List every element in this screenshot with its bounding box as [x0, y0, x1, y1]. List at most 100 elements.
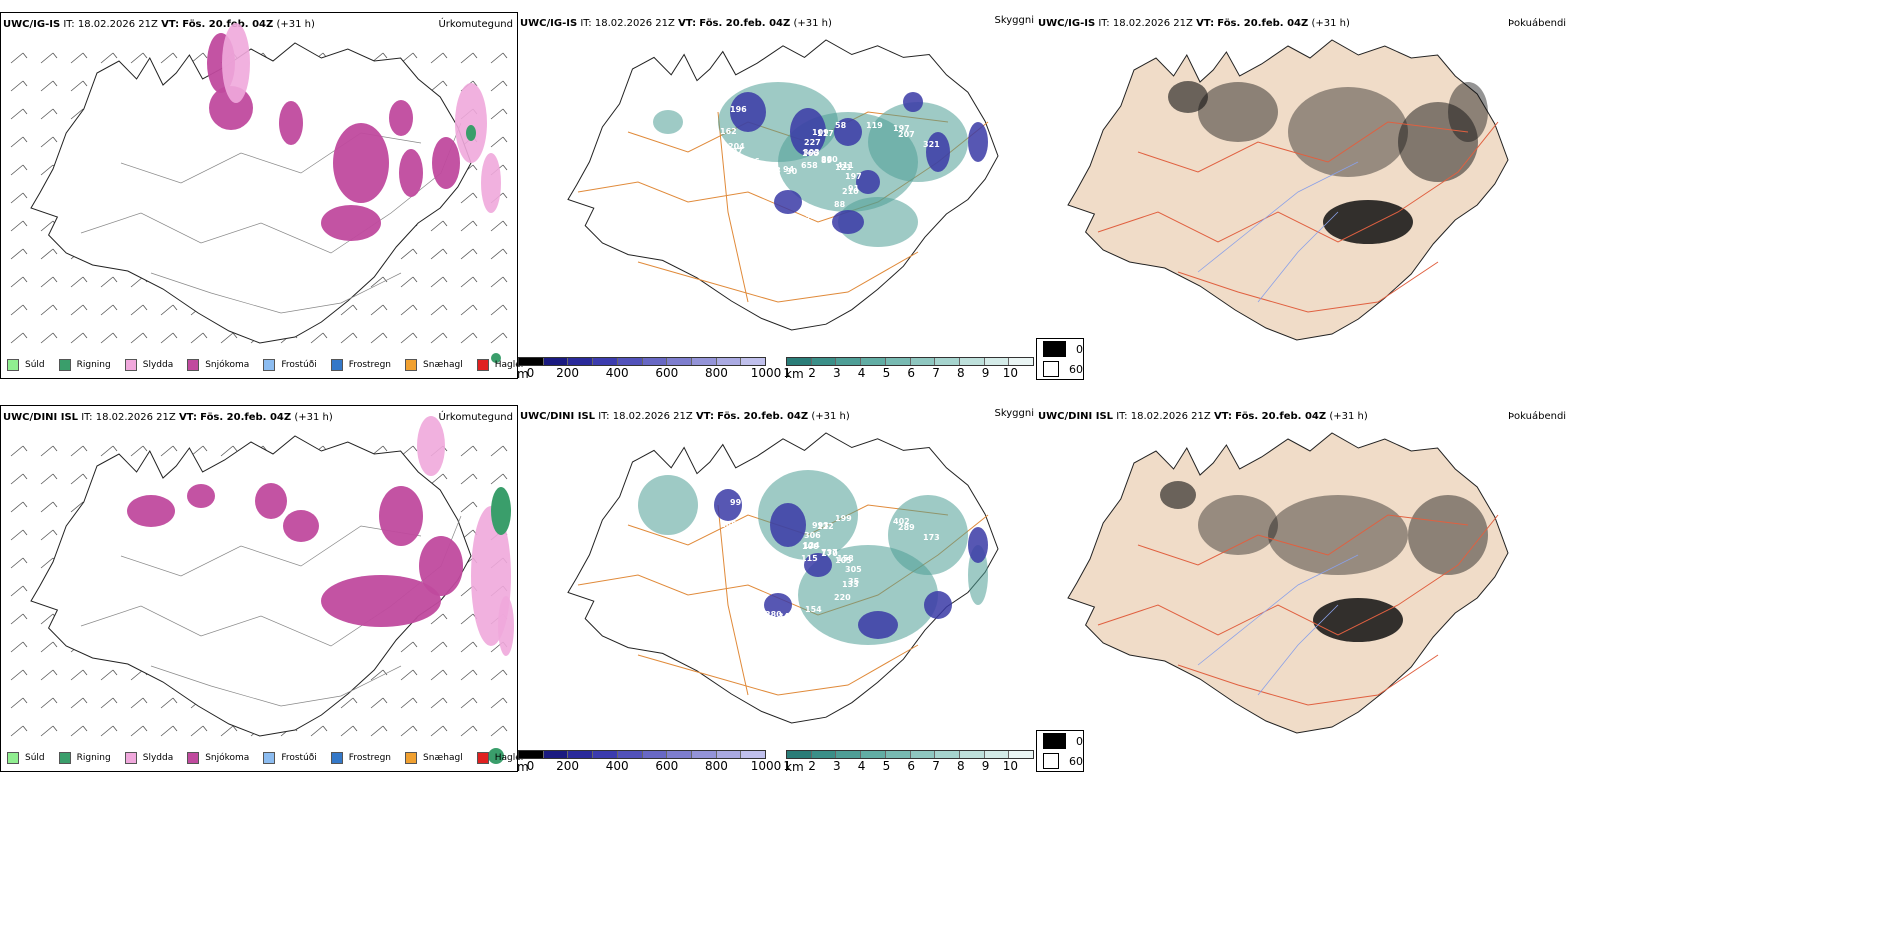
vt-label: VT: [678, 18, 697, 29]
wind-barb-icon [430, 725, 448, 737]
scale-tick-label: 6 [907, 366, 916, 380]
wind-barb-icon [430, 332, 448, 344]
road-network [1097, 514, 1499, 706]
wind-barb-icon [10, 164, 28, 176]
wind-barb-icon [10, 332, 28, 344]
scale-tick-label: 1 [783, 366, 792, 380]
fog-map [1067, 39, 1509, 341]
visibility-value-label: 166 [802, 149, 819, 158]
legend-swatch [58, 752, 71, 764]
precip-type-label: Úrkomutegund [438, 19, 513, 30]
wind-barb-icon [430, 697, 448, 709]
legend-label: Rigning [76, 360, 111, 370]
visibility-m-area [764, 593, 792, 617]
visibility-m-area [926, 132, 950, 172]
scale-tick-label: 3 [833, 366, 841, 380]
visibility-value-label: 280 [765, 610, 782, 619]
visibility-scale-m: 0 200 400 600 800 1000 m [517, 357, 781, 381]
visibility-value-label: 170 [821, 549, 838, 558]
visibility-value-label: 321 [923, 140, 940, 149]
precip-legend-item: Snæhagl [405, 752, 463, 764]
precip-map [10, 416, 514, 764]
legend-label: Slydda [142, 360, 174, 370]
wind-barb-icon [160, 445, 178, 457]
visibility-value-label: 737 [821, 548, 838, 557]
visibility-value-label: 88 [834, 200, 846, 209]
visibility-value-label: 344 [778, 612, 795, 621]
visibility-value-label: 220 [834, 593, 851, 602]
scale-tick-label: 600 [655, 759, 679, 773]
init-time: 18.02.2026 21Z [1130, 411, 1211, 422]
wind-barb-icon [70, 276, 88, 288]
scale-unit: km [785, 760, 804, 774]
wind-barb-icon [430, 248, 448, 260]
visibility-km-area [653, 110, 683, 134]
snowfall-area [389, 100, 413, 136]
it-label: IT: [598, 411, 610, 422]
legend-label: 60 [1069, 754, 1083, 768]
visibility-value-label: 120 [728, 535, 745, 544]
scale-cell [885, 751, 911, 758]
scale-tick-label: 1000 [750, 759, 782, 773]
wind-barb-icon [70, 332, 88, 344]
scale-tick-label: 400 [605, 366, 629, 380]
scale-ticks: 1 2 3 4 5 6 7 8 9 10 [783, 759, 1034, 773]
legend-label: 0 [1076, 342, 1083, 356]
scale-cell [984, 358, 1010, 365]
scale-tick-label: 400 [605, 759, 629, 773]
wind-barb-icon [370, 669, 388, 681]
visibility-value-label: 105 [835, 556, 852, 565]
fog-legend: 0 60 [1036, 730, 1084, 772]
scale-cell [885, 358, 911, 365]
scale-tick-label: 0 [526, 366, 535, 380]
scale-tick-label: 1000 [750, 366, 782, 380]
scale-cell [691, 751, 717, 758]
legend-label: Frostúði [281, 360, 317, 370]
visibility-value-label: 402 [893, 517, 910, 526]
fog-indicator-area [1408, 495, 1488, 575]
wind-barb-icon [370, 276, 388, 288]
rain-area [466, 125, 476, 141]
legend-label: Haglél [494, 753, 524, 763]
wind-barb-icon [10, 725, 28, 737]
scale-cell [543, 751, 569, 758]
scale-color-bar [518, 357, 766, 366]
scale-cell [811, 358, 837, 365]
legend-swatch [405, 359, 418, 371]
wind-barb-icon [70, 473, 88, 485]
valid-time: Fös. 20.feb. 04Z [1235, 411, 1327, 422]
lead-time: (+31 h) [294, 412, 333, 423]
wind-barb-icon [130, 445, 148, 457]
visibility-m-area [903, 92, 923, 112]
wind-barb-icon [70, 725, 88, 737]
scale-unit: m [517, 367, 529, 381]
visibility-scale-km: 1 2 3 4 5 6 7 8 9 10 km [783, 750, 1034, 774]
legend-swatch [405, 752, 418, 764]
scale-cell [811, 751, 837, 758]
wind-barb-icon [10, 52, 28, 64]
legend-label: Rigning [76, 753, 111, 763]
model-name: UWC/IG-IS [520, 18, 578, 29]
visibility-m-area [790, 108, 826, 156]
wind-barb-icon [340, 725, 358, 737]
visibility-value-label: 196 [730, 105, 747, 114]
scale-cell [1009, 358, 1034, 365]
visibility-map: 737 792 993 35 112 402 344 100 158 237 199 220 168 17… [567, 432, 999, 724]
legend-label: Frostregn [348, 360, 392, 370]
visibility-value-label: 297 [743, 550, 760, 559]
legend-swatch [1043, 753, 1059, 769]
wind-barb-icon [430, 613, 448, 625]
scale-cell [691, 358, 717, 365]
snowfall-area [187, 484, 215, 508]
panel-title: UWC/IG-IS IT: 18.02.2026 21Z VT: Fös. 20… [520, 18, 832, 30]
rain-area [491, 487, 511, 535]
visibility-scale-km: 1 2 3 4 5 6 7 8 9 10 km [783, 357, 1034, 381]
scale-tick-label: 7 [932, 366, 940, 380]
scale-tick-label: 1 [783, 759, 792, 773]
visibility-value-label: 237 [778, 219, 795, 228]
scale-cell [543, 358, 569, 365]
precip-type-panel-bottom: UWC/DINI ISL IT: 18.02.2026 21Z VT: Fös.… [0, 405, 523, 772]
wind-barb-icon [490, 669, 508, 681]
visibility-value-label: 305 [845, 565, 862, 574]
wind-barb-icon [490, 52, 508, 64]
